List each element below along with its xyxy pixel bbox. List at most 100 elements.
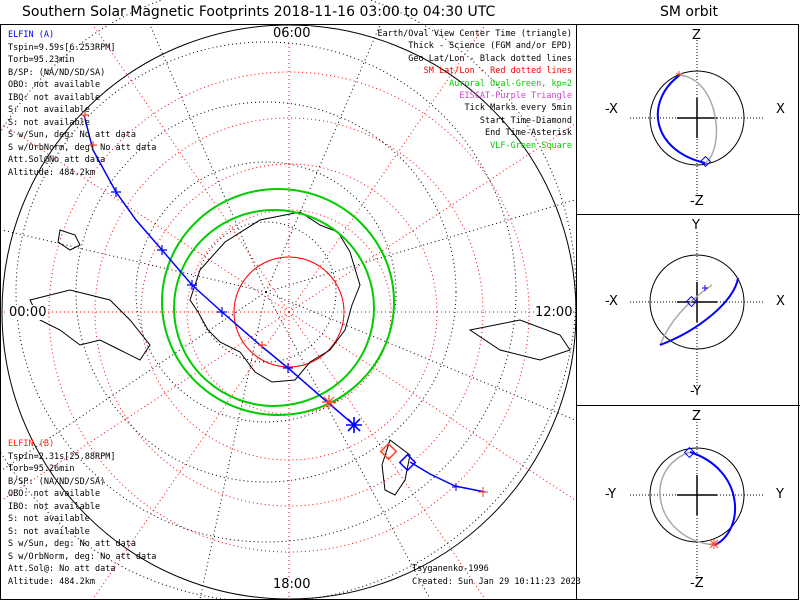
orbit1-top-label: Z — [692, 28, 701, 43]
island — [57, 229, 81, 251]
orbit3-top-label: Z — [692, 409, 701, 424]
geo-lon-line — [265, 199, 576, 293]
geo-lon-line — [1, 229, 267, 293]
orbit2-top-label: Y — [692, 218, 700, 233]
orbit3-left-label: -Y — [605, 487, 617, 502]
info-line: Altitude: 484.2km — [8, 167, 95, 178]
earth-circle — [649, 254, 745, 350]
model-label: Tsyganenko-1996 — [412, 564, 489, 574]
created-label: Created: Sun Jan 29 10:11:23 2023 — [412, 577, 581, 587]
info-line: Torb=95.23min — [8, 55, 75, 65]
elfin-a-start-diamond — [398, 453, 417, 472]
elfin-b-tick — [258, 341, 266, 349]
sm-lon-line — [288, 311, 486, 600]
map-boundary — [1, 24, 577, 600]
clock-label-right: 12:00 — [534, 305, 574, 320]
orbit-blue — [689, 451, 736, 546]
orbit-end-asterisk — [709, 539, 719, 549]
orbit3-bottom-label: -Z — [690, 576, 704, 591]
legend-entry: SM Lat/Lon - Red dotted lines — [423, 66, 572, 77]
geo-lon-line — [199, 291, 267, 600]
legend: Earth/Oval View Center Time (triangle) T… — [378, 28, 572, 152]
geo-lon-line — [265, 291, 431, 600]
geo-lon-line — [265, 24, 381, 293]
orbit3-right-label: Y — [776, 487, 784, 502]
info-line: Tspin=9.59s[6.253RPM] — [8, 42, 116, 53]
earth-circle — [649, 70, 745, 166]
info-line: OBO: not available — [8, 80, 101, 90]
info-line: S: not available — [8, 105, 90, 115]
info-line: OBO: not available — [8, 489, 101, 499]
info-line: S: not available — [8, 117, 90, 128]
info-line: Att.Sol@: No att data — [8, 564, 116, 574]
elfin-a-tick — [187, 280, 197, 290]
sm-lat-circle — [94, 117, 484, 507]
elfin-b-info: ELFIN (B) Tspin=2.31s[25.88RPM] Torb=95.… — [8, 438, 156, 588]
geo-lon-lines — [1, 24, 576, 600]
elfin-b-start-diamond — [379, 442, 398, 461]
info-line: Tspin=2.31s[25.88RPM] — [8, 451, 116, 462]
orbit-start-diamond — [683, 446, 696, 459]
elfin-a-second-pass — [409, 461, 486, 493]
geo-lat-circle — [135, 161, 397, 423]
info-line: S: not available — [8, 514, 90, 524]
info-line: S w/OrbNorm, deg: No att data — [8, 142, 157, 153]
geo-lon-line — [149, 24, 267, 293]
legend-entry: VLF-Green Square — [490, 140, 572, 151]
orbit-blue — [656, 74, 706, 164]
orbit2-right-label: X — [776, 294, 785, 309]
legend-entry: Tick Marks every 5min — [464, 103, 572, 114]
elfin-b-tick — [81, 111, 89, 119]
orbit-marker — [702, 285, 708, 291]
coastlines — [29, 211, 571, 496]
clock-label-bottom: 18:00 — [272, 577, 312, 592]
legend-entry: End Time-Asterisk — [485, 128, 572, 139]
orbit-panel-yz — [630, 422, 764, 580]
elfin-b-tick — [478, 487, 488, 497]
sm-lon-line — [288, 123, 576, 313]
elfin-a-tick — [452, 483, 460, 491]
elfin-a-tick — [283, 363, 293, 373]
orbit-title: SM orbit — [660, 4, 719, 20]
elfin-a-tick — [111, 187, 121, 197]
south-america-tip — [381, 439, 411, 496]
orbit1-left-label: -X — [605, 102, 618, 117]
orbit1-bottom-label: -Z — [690, 194, 704, 209]
elfin-b-markers — [81, 111, 336, 409]
legend-entry: Auroral Oval-Green, kp=2 — [449, 78, 572, 89]
orbit-panel-xz — [630, 40, 764, 196]
info-line: S w/Sun, deg: No att data — [8, 539, 136, 549]
info-line: Att.Sol@No att data — [8, 155, 106, 165]
orbit2-bottom-label: -Y — [690, 384, 702, 399]
orbit1-right-label: X — [776, 102, 785, 117]
orbit-gray — [679, 74, 718, 164]
legend-entry: Thick - Science (FGM and/or EPD) — [408, 41, 572, 52]
elfin-a-tick — [217, 307, 227, 317]
legend-entry: Earth/Oval View Center Time (triangle) — [377, 29, 572, 39]
sm-pole-circle — [233, 256, 345, 368]
info-line: B/SP: (NA/ND/SD/SA) — [8, 67, 106, 78]
orbit-blue — [659, 277, 739, 346]
polar-map — [0, 0, 577, 600]
clock-label-top: 06:00 — [272, 26, 312, 41]
orbit-panel-xy — [630, 232, 764, 388]
auroral-oval-outer — [161, 188, 395, 416]
orbit-marker — [676, 71, 682, 77]
info-line: B/SP: (NA/ND/SD/SA) — [8, 476, 106, 487]
info-line: Torb=95.26min — [8, 464, 75, 474]
auroral-oval-inner — [173, 209, 375, 407]
elfin-b-end-asterisk — [322, 395, 336, 409]
legend-entry: Geo Lat/Lon - Black dotted lines — [408, 53, 572, 64]
coast-west — [29, 289, 151, 361]
elfin-a-end-asterisk — [346, 417, 362, 433]
clock-label-left: 00:00 — [8, 305, 48, 320]
page-title: Southern Solar Magnetic Footprints 2018-… — [22, 4, 496, 20]
coast-east — [468, 319, 571, 361]
elfin-a-tick — [157, 245, 167, 255]
elfin-b-title: ELFIN (B) — [8, 439, 55, 449]
geo-lat-circle — [195, 221, 337, 363]
info-line: S: not available — [8, 526, 90, 537]
info-line: S w/OrbNorm, deg: No att data — [8, 551, 157, 562]
orbit-gray — [659, 451, 716, 546]
